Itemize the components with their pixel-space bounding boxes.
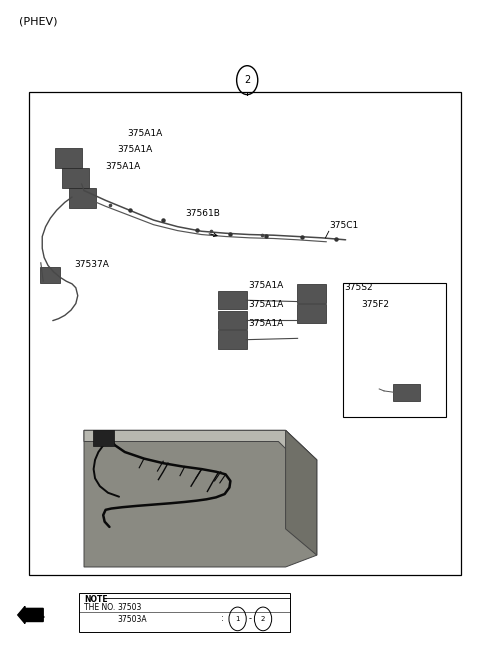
FancyBboxPatch shape	[69, 188, 96, 208]
FancyBboxPatch shape	[93, 430, 114, 446]
Text: (PHEV): (PHEV)	[19, 16, 58, 26]
FancyBboxPatch shape	[29, 92, 461, 575]
Text: 37537A: 37537A	[74, 260, 109, 269]
Text: 375C1: 375C1	[329, 221, 358, 230]
Text: 2: 2	[261, 616, 265, 622]
FancyBboxPatch shape	[297, 284, 326, 303]
FancyBboxPatch shape	[297, 304, 326, 323]
Text: 375A1A: 375A1A	[249, 319, 284, 328]
Text: 375A1A: 375A1A	[127, 129, 162, 138]
Text: 375A1A: 375A1A	[249, 300, 284, 309]
Polygon shape	[286, 430, 317, 555]
FancyBboxPatch shape	[40, 267, 60, 283]
Text: -: -	[249, 614, 252, 623]
Text: NOTE: NOTE	[84, 595, 108, 604]
FancyBboxPatch shape	[62, 168, 89, 188]
Text: 375S2: 375S2	[345, 283, 373, 292]
FancyArrow shape	[18, 606, 43, 623]
FancyBboxPatch shape	[79, 593, 290, 632]
Text: THE NO.: THE NO.	[84, 603, 115, 612]
FancyBboxPatch shape	[343, 283, 446, 417]
Text: 375A1A: 375A1A	[249, 281, 284, 290]
FancyBboxPatch shape	[55, 148, 82, 168]
FancyBboxPatch shape	[218, 291, 247, 309]
Text: FR.: FR.	[25, 610, 46, 620]
Text: 375F2: 375F2	[361, 300, 389, 309]
Text: 1: 1	[235, 616, 240, 622]
Text: 2: 2	[244, 75, 251, 85]
FancyBboxPatch shape	[393, 384, 420, 401]
Text: 37503A: 37503A	[118, 615, 147, 624]
Polygon shape	[84, 430, 317, 470]
Text: 37503: 37503	[118, 603, 142, 612]
Text: :: :	[221, 614, 224, 623]
Text: 375A1A: 375A1A	[118, 145, 153, 154]
Polygon shape	[84, 430, 317, 567]
Text: 375A1A: 375A1A	[106, 162, 141, 171]
FancyBboxPatch shape	[218, 311, 247, 329]
Text: 37561B: 37561B	[185, 209, 220, 218]
FancyBboxPatch shape	[218, 330, 247, 349]
